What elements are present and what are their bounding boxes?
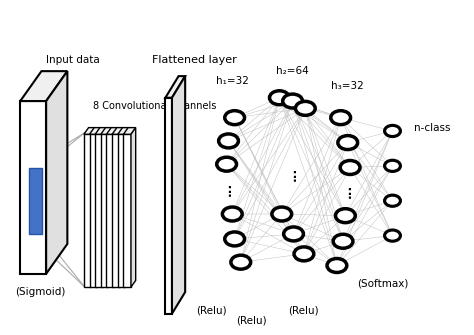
Text: ...: ... xyxy=(286,167,299,181)
Polygon shape xyxy=(107,134,114,287)
Polygon shape xyxy=(95,128,108,134)
Circle shape xyxy=(219,134,238,148)
Text: (Softmax): (Softmax) xyxy=(357,279,409,289)
Polygon shape xyxy=(97,128,102,287)
Text: (Sigmoid): (Sigmoid) xyxy=(16,287,66,297)
Polygon shape xyxy=(90,128,102,134)
Polygon shape xyxy=(107,128,118,134)
Polygon shape xyxy=(20,101,46,274)
Circle shape xyxy=(338,136,357,149)
Circle shape xyxy=(295,102,315,115)
Text: (Relu): (Relu) xyxy=(196,306,227,315)
Text: n-class: n-class xyxy=(414,123,450,133)
Polygon shape xyxy=(131,128,136,287)
Circle shape xyxy=(333,234,353,248)
Polygon shape xyxy=(165,98,172,314)
Circle shape xyxy=(340,160,360,175)
Text: h₃=32: h₃=32 xyxy=(331,81,364,91)
Polygon shape xyxy=(90,134,97,287)
Text: 8 Convolutional channels: 8 Convolutional channels xyxy=(93,101,217,111)
Polygon shape xyxy=(123,128,136,134)
Text: Flattened layer: Flattened layer xyxy=(152,55,237,65)
Polygon shape xyxy=(46,71,67,274)
Polygon shape xyxy=(103,128,108,287)
Text: (Relu): (Relu) xyxy=(288,306,318,315)
Text: Input data: Input data xyxy=(46,55,100,65)
Circle shape xyxy=(217,157,237,171)
Circle shape xyxy=(384,125,401,137)
Polygon shape xyxy=(165,76,185,98)
Text: h₂=64: h₂=64 xyxy=(276,66,309,76)
Polygon shape xyxy=(29,168,42,234)
Polygon shape xyxy=(114,128,118,287)
Circle shape xyxy=(231,255,251,269)
Polygon shape xyxy=(109,128,113,287)
Polygon shape xyxy=(112,128,124,134)
Polygon shape xyxy=(84,134,91,287)
Circle shape xyxy=(283,227,303,241)
Text: h₁=32: h₁=32 xyxy=(216,76,249,86)
Polygon shape xyxy=(101,134,109,287)
Polygon shape xyxy=(118,134,125,287)
Polygon shape xyxy=(125,128,130,287)
Circle shape xyxy=(225,111,245,125)
Polygon shape xyxy=(112,134,119,287)
Circle shape xyxy=(222,207,242,221)
Polygon shape xyxy=(95,134,103,287)
Circle shape xyxy=(384,195,401,206)
Circle shape xyxy=(225,232,245,246)
Text: ...: ... xyxy=(341,184,354,198)
Circle shape xyxy=(384,160,401,172)
Circle shape xyxy=(327,259,347,272)
Circle shape xyxy=(272,207,292,221)
Polygon shape xyxy=(172,76,185,314)
Text: ...: ... xyxy=(221,182,234,196)
Circle shape xyxy=(270,91,289,105)
Polygon shape xyxy=(91,128,96,287)
Text: (Relu): (Relu) xyxy=(236,315,266,325)
Polygon shape xyxy=(84,128,96,134)
Circle shape xyxy=(294,247,314,261)
Circle shape xyxy=(331,111,351,125)
Polygon shape xyxy=(101,128,113,134)
Circle shape xyxy=(336,209,356,223)
Polygon shape xyxy=(20,71,67,101)
Polygon shape xyxy=(118,128,130,134)
Polygon shape xyxy=(119,128,124,287)
Polygon shape xyxy=(123,134,131,287)
Circle shape xyxy=(384,230,401,241)
Circle shape xyxy=(283,94,302,108)
